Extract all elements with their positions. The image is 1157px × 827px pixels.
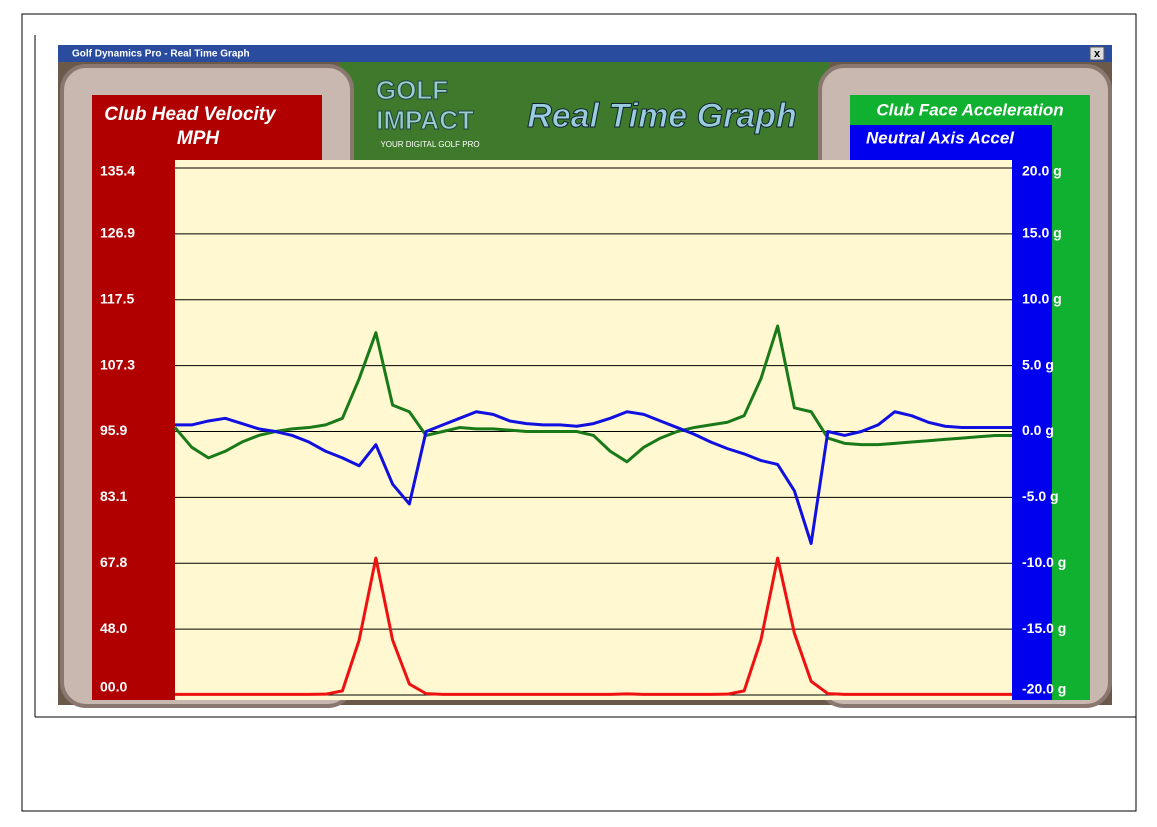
y2-tick-label: 00.0	[100, 679, 127, 695]
chart-title: Real Time Graph	[527, 97, 797, 135]
y-tick-label: 0.0 g	[1022, 422, 1054, 438]
logo-tagline: YOUR DIGITAL GOLF PRO	[380, 140, 479, 149]
window-title: Golf Dynamics Pro - Real Time Graph	[72, 49, 250, 60]
legend-entry: Club Face Acceleration	[876, 100, 1063, 119]
y2-tick-label: 67.8	[100, 554, 127, 570]
y-tick-label: -5.0 g	[1022, 488, 1059, 504]
y2-tick-label: 117.5	[100, 290, 134, 306]
legend-entry: Neutral Axis Accel	[866, 128, 1015, 147]
y-tick-label: -20.0 g	[1022, 681, 1066, 697]
y2-tick-label: 83.1	[100, 488, 127, 504]
y-tick-label: 10.0 g	[1022, 290, 1062, 306]
screenshot: Golf Dynamics Pro - Real Time Graph x Cl…	[0, 0, 1157, 827]
y2-tick-label: 135.4	[100, 163, 135, 179]
y2-tick-label: 95.9	[100, 422, 127, 438]
y-tick-label: 20.0 g	[1022, 163, 1062, 179]
close-icon[interactable]: x	[1094, 48, 1101, 60]
plot-area	[175, 160, 1012, 700]
y-tick-label: -10.0 g	[1022, 554, 1066, 570]
logo-text: GOLF	[376, 75, 448, 105]
y2-tick-label: 48.0	[100, 620, 127, 636]
logo-text: IMPACT	[376, 105, 474, 135]
left-title: Club Head Velocity	[104, 104, 277, 125]
y-tick-label: -15.0 g	[1022, 620, 1066, 636]
y2-tick-label: 126.9	[100, 225, 135, 241]
y-tick-label: 5.0 g	[1022, 356, 1054, 372]
left-unit: MPH	[177, 128, 221, 149]
y-tick-label: 15.0 g	[1022, 225, 1062, 241]
y2-tick-label: 107.3	[100, 356, 135, 372]
